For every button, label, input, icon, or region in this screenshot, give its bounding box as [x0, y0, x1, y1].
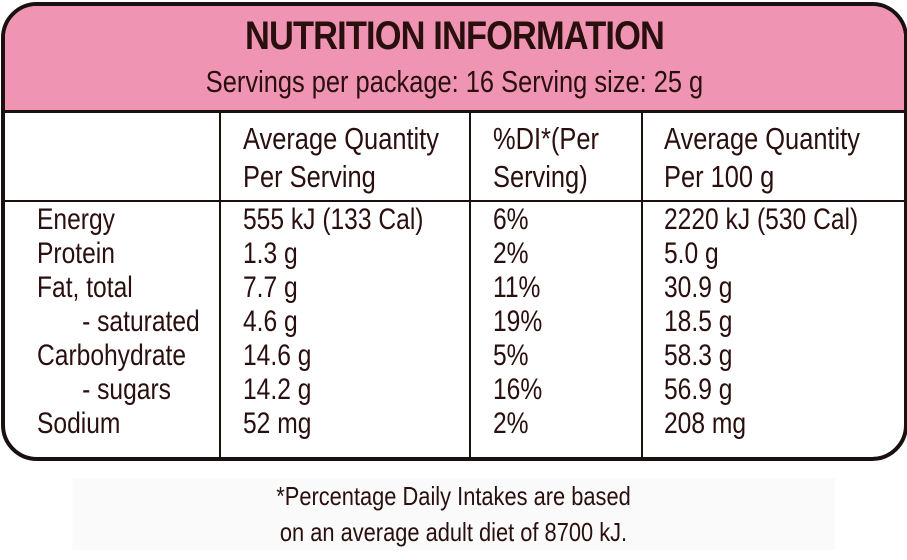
nutrient-carbohydrate: Carbohydrate — [37, 339, 187, 372]
table-cell: 58.3 g — [664, 339, 733, 372]
table-cell: 555 kJ (133 Cal) — [243, 203, 424, 236]
table-cell: 2% — [493, 407, 529, 440]
nutrient-sugars: - sugars — [82, 373, 171, 406]
panel-header: NUTRITION INFORMATION Servings per packa… — [5, 6, 904, 113]
nutrient-protein: Protein — [37, 237, 115, 270]
nutrition-panel: NUTRITION INFORMATION Servings per packa… — [1, 2, 907, 461]
nutrient-energy: Energy — [37, 203, 115, 236]
table-cell: 2220 kJ (530 Cal) — [664, 203, 859, 236]
table-cell: 56.9 g — [664, 373, 733, 406]
table-cell: 14.2 g — [243, 373, 312, 406]
table-cell: 4.6 g — [243, 305, 298, 338]
table-cell: 30.9 g — [664, 271, 733, 304]
nutrient-sodium: Sodium — [37, 407, 121, 440]
column-header-daily-intake: %DI*(Per Serving) — [493, 121, 599, 194]
table-cell: 19% — [493, 305, 543, 338]
footnote: *Percentage Daily Intakes are based on a… — [72, 478, 835, 550]
table-cell: 14.6 g — [243, 339, 312, 372]
nutrient-saturated: - saturated — [82, 305, 200, 338]
table-cell: 5% — [493, 339, 529, 372]
table-cell: 52 mg — [243, 407, 312, 440]
column-divider — [641, 110, 643, 457]
footnote-line: *Percentage Daily Intakes are based — [276, 481, 631, 511]
column-divider — [219, 110, 221, 457]
daily-intake-values: 6% 2% 11% 19% 5% 16% 2% — [493, 203, 542, 441]
table-cell: 7.7 g — [243, 271, 298, 304]
table-cell: 16% — [493, 373, 543, 406]
table-cell: 11% — [493, 271, 541, 304]
header-row-divider — [5, 200, 904, 202]
per-serving-values: 555 kJ (133 Cal) 1.3 g 7.7 g 4.6 g 14.6 … — [243, 203, 423, 441]
table-cell: 6% — [493, 203, 529, 236]
table-cell: 18.5 g — [664, 305, 733, 338]
servings-info: Servings per package: 16 Serving size: 2… — [205, 64, 704, 99]
panel-title: NUTRITION INFORMATION — [245, 14, 665, 58]
table-cell: 208 mg — [664, 407, 747, 440]
nutrient-fat-total: Fat, total — [37, 271, 133, 304]
table-cell: 1.3 g — [243, 237, 298, 270]
column-divider — [469, 110, 471, 457]
table-cell: 5.0 g — [664, 237, 719, 270]
nutrient-names: Energy Protein Fat, total - saturated Ca… — [37, 203, 200, 441]
per-100g-values: 2220 kJ (530 Cal) 5.0 g 30.9 g 18.5 g 58… — [664, 203, 858, 441]
table-cell: 2% — [493, 237, 529, 270]
column-header-per-100g: Average Quantity Per 100 g — [664, 121, 860, 194]
footnote-line: on an average adult diet of 8700 kJ. — [279, 517, 628, 547]
column-header-per-serving: Average Quantity Per Serving — [243, 121, 439, 194]
